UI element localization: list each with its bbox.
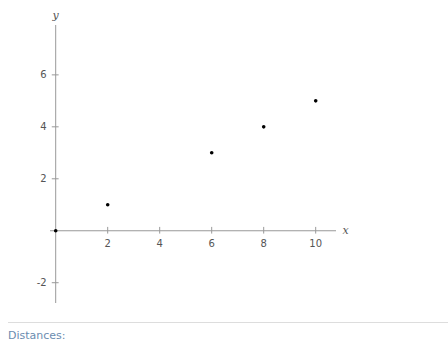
svg-text:8: 8 (261, 238, 267, 249)
svg-text:y: y (52, 9, 60, 22)
svg-text:4: 4 (40, 121, 46, 132)
svg-text:6: 6 (209, 238, 215, 249)
svg-text:x: x (343, 224, 350, 237)
svg-text:10: 10 (309, 238, 322, 249)
svg-text:2: 2 (105, 238, 111, 249)
svg-text:4: 4 (157, 238, 163, 249)
html-text:Distances:: Distances: (8, 329, 66, 342)
svg-text:6: 6 (40, 69, 46, 80)
svg-text:-2: -2 (37, 277, 47, 288)
svg-text:2: 2 (40, 173, 46, 184)
